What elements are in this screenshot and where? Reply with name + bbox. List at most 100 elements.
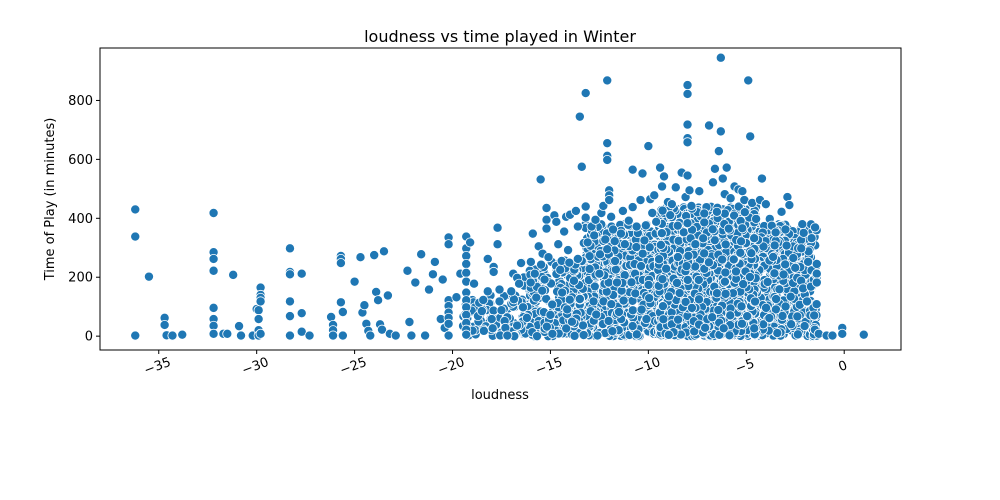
scatter-point	[518, 302, 529, 313]
scatter-point	[514, 278, 525, 289]
scatter-point	[656, 228, 667, 239]
scatter-point	[506, 286, 517, 297]
scatter-point	[786, 319, 797, 330]
scatter-point	[686, 200, 697, 211]
scatter-point	[617, 205, 628, 216]
scatter-point	[699, 217, 710, 228]
scatter-point	[478, 294, 489, 305]
scatter-point	[699, 248, 710, 259]
scatter-point	[719, 276, 730, 287]
scatter-point	[576, 161, 587, 172]
scatter-point	[424, 284, 435, 295]
scatter-point	[373, 295, 384, 306]
scatter-point	[682, 137, 693, 148]
scatter-point	[551, 216, 562, 227]
scatter-point	[487, 323, 498, 334]
scatter-point	[618, 295, 629, 306]
scatter-point	[627, 164, 638, 175]
scatter-point	[371, 286, 382, 297]
scatter-point	[337, 306, 348, 317]
scatter-point	[643, 279, 654, 290]
y-tick-label: 600	[68, 153, 93, 168]
scatter-point	[631, 242, 642, 253]
scatter-point	[488, 266, 499, 277]
scatter-point	[682, 119, 693, 130]
scatter-point	[809, 310, 820, 321]
scatter-point	[760, 199, 771, 210]
scatter-point	[750, 296, 761, 307]
scatter-point	[607, 326, 618, 337]
y-axis: 0 200 400 600 800	[68, 94, 100, 345]
scatter-point	[559, 226, 570, 237]
scatter-point	[553, 239, 564, 250]
scatter-point	[746, 248, 757, 259]
scatter-point	[682, 80, 693, 91]
scatter-point	[482, 286, 493, 297]
scatter-point	[615, 228, 626, 239]
scatter-point	[725, 310, 736, 321]
scatter-point	[420, 330, 431, 341]
scatter-point	[437, 274, 448, 285]
scatter-point	[208, 265, 219, 276]
x-tick-label: −5	[734, 356, 757, 377]
x-axis: −35 −30 −25 −20 −15 −10 −5 0	[142, 350, 849, 378]
scatter-point	[541, 202, 552, 213]
scatter-point	[591, 309, 602, 320]
scatter-point	[328, 330, 339, 341]
scatter-point	[709, 163, 720, 174]
scatter-point	[578, 330, 589, 341]
scatter-point	[659, 171, 670, 182]
scatter-point	[564, 294, 575, 305]
scatter-point	[769, 240, 780, 251]
scatter-point	[673, 235, 684, 246]
scatter-point	[512, 320, 523, 331]
scatter-point	[681, 261, 692, 272]
scatter-point	[837, 328, 848, 339]
scatter-point	[749, 233, 760, 244]
scatter-point	[234, 321, 245, 332]
scatter-point	[228, 269, 239, 280]
scatter-point	[390, 330, 401, 341]
scatter-point	[682, 218, 693, 229]
scatter-point	[699, 208, 710, 219]
scatter-point	[776, 206, 787, 217]
scatter-point	[594, 268, 605, 279]
scatter-point	[792, 329, 803, 340]
scatter-point	[644, 293, 655, 304]
scatter-point	[637, 168, 648, 179]
scatter-point	[661, 263, 672, 274]
scatter-point	[780, 301, 791, 312]
scatter-point	[382, 290, 393, 301]
scatter-point	[365, 330, 376, 341]
scatter-point	[715, 52, 726, 63]
scatter-point	[349, 276, 360, 287]
scatter-point	[728, 254, 739, 265]
scatter-point	[682, 170, 693, 181]
scatter-point	[627, 202, 638, 213]
scatter-point	[378, 246, 389, 257]
scatter-point	[751, 213, 762, 224]
scatter-point	[478, 325, 489, 336]
scatter-point	[492, 222, 503, 233]
scatter-point	[736, 301, 747, 312]
scatter-point	[631, 329, 642, 340]
scatter-point	[721, 162, 732, 173]
scatter-point	[602, 138, 613, 149]
scatter-point	[525, 277, 536, 288]
scatter-point	[663, 329, 674, 340]
scatter-point	[465, 237, 476, 248]
scatter-point	[715, 126, 726, 137]
scatter-point	[694, 186, 705, 197]
scatter-point	[602, 75, 613, 86]
y-tick-label: 0	[85, 330, 93, 345]
scatter-point	[780, 224, 791, 235]
scatter-point	[723, 223, 734, 234]
scatter-point	[427, 269, 438, 280]
scatter-point	[253, 305, 264, 316]
scatter-point	[130, 330, 141, 341]
scatter-point	[494, 284, 505, 295]
scatter-point	[461, 267, 472, 278]
scatter-point	[712, 288, 723, 299]
scatter-point	[492, 239, 503, 250]
